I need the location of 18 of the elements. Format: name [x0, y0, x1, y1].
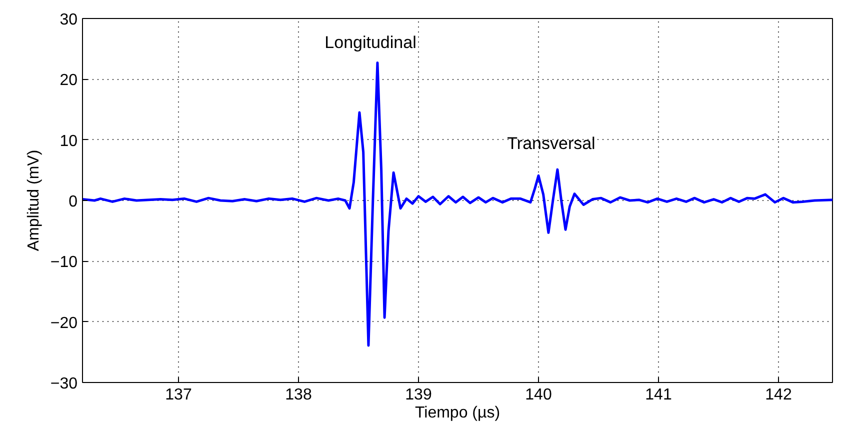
annotation: Transversal	[507, 134, 596, 153]
y-tick-label: 20	[60, 72, 78, 90]
x-tick-label: 141	[645, 386, 672, 404]
x-tick-label: 138	[285, 386, 312, 404]
annotation: Longitudinal	[324, 33, 416, 52]
x-tick-label: 140	[525, 386, 552, 404]
x-tick-label: 142	[765, 386, 792, 404]
x-axis-title: Tiempo (µs)	[414, 404, 500, 422]
x-tick-label: 139	[405, 386, 432, 404]
y-tick-label: −30	[50, 376, 78, 392]
y-tick-label: −20	[50, 314, 78, 332]
line-series	[82, 62, 832, 347]
x-tick-label: 137	[165, 386, 192, 404]
y-tick-label: 30	[60, 12, 78, 28]
y-tick-label: −10	[50, 254, 78, 272]
y-tick-label: 0	[68, 194, 78, 210]
y-tick-label: 10	[60, 132, 78, 150]
y-axis-title: Amplitud (mV)	[25, 150, 42, 252]
